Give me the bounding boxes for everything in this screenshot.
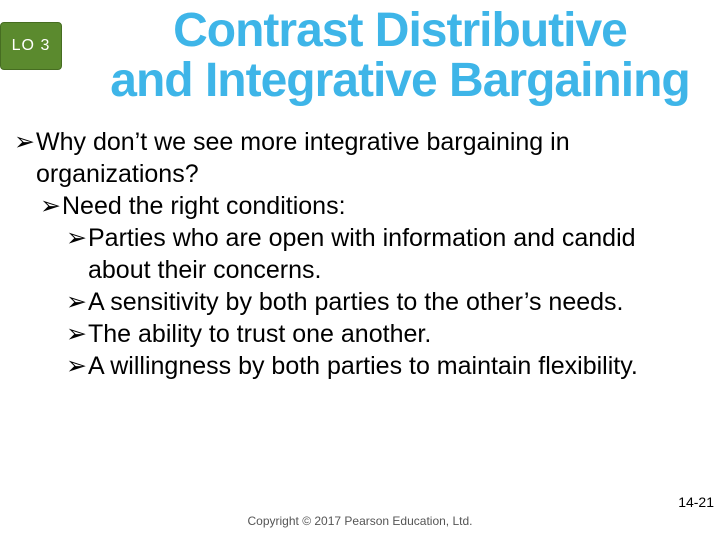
copyright-footer: Copyright © 2017 Pearson Education, Ltd. (0, 514, 720, 528)
title-line-2: and Integrative Bargaining (100, 56, 700, 106)
bullet-arrow-icon: ➢ (66, 286, 88, 318)
list-item-text: Need the right conditions: (62, 190, 692, 222)
list-item: ➢ The ability to trust one another. (66, 318, 692, 350)
lo-badge: LO 3 (0, 22, 62, 70)
bullet-list: ➢ Why don’t we see more integrative barg… (14, 126, 692, 382)
list-item-text: Parties who are open with information an… (88, 222, 692, 286)
list-item: ➢ A sensitivity by both parties to the o… (66, 286, 692, 318)
bullet-arrow-icon: ➢ (40, 190, 62, 222)
slide-title: Contrast Distributive and Integrative Ba… (100, 6, 700, 107)
list-item: ➢ A willingness by both parties to maint… (66, 350, 692, 382)
list-item-text: A sensitivity by both parties to the oth… (88, 286, 692, 318)
page-number: 14-21 (678, 494, 714, 510)
list-item-text: A willingness by both parties to maintai… (88, 350, 692, 382)
list-item-text: Why don’t we see more integrative bargai… (36, 126, 692, 190)
lo-badge-label: LO 3 (12, 37, 51, 55)
list-item: ➢ Parties who are open with information … (66, 222, 692, 286)
list-item: ➢ Need the right conditions: (40, 190, 692, 222)
list-item: ➢ Why don’t we see more integrative barg… (14, 126, 692, 190)
list-item-text: The ability to trust one another. (88, 318, 692, 350)
bullet-arrow-icon: ➢ (66, 350, 88, 382)
bullet-arrow-icon: ➢ (66, 222, 88, 254)
bullet-arrow-icon: ➢ (14, 126, 36, 158)
title-line-1: Contrast Distributive (100, 6, 700, 56)
bullet-arrow-icon: ➢ (66, 318, 88, 350)
